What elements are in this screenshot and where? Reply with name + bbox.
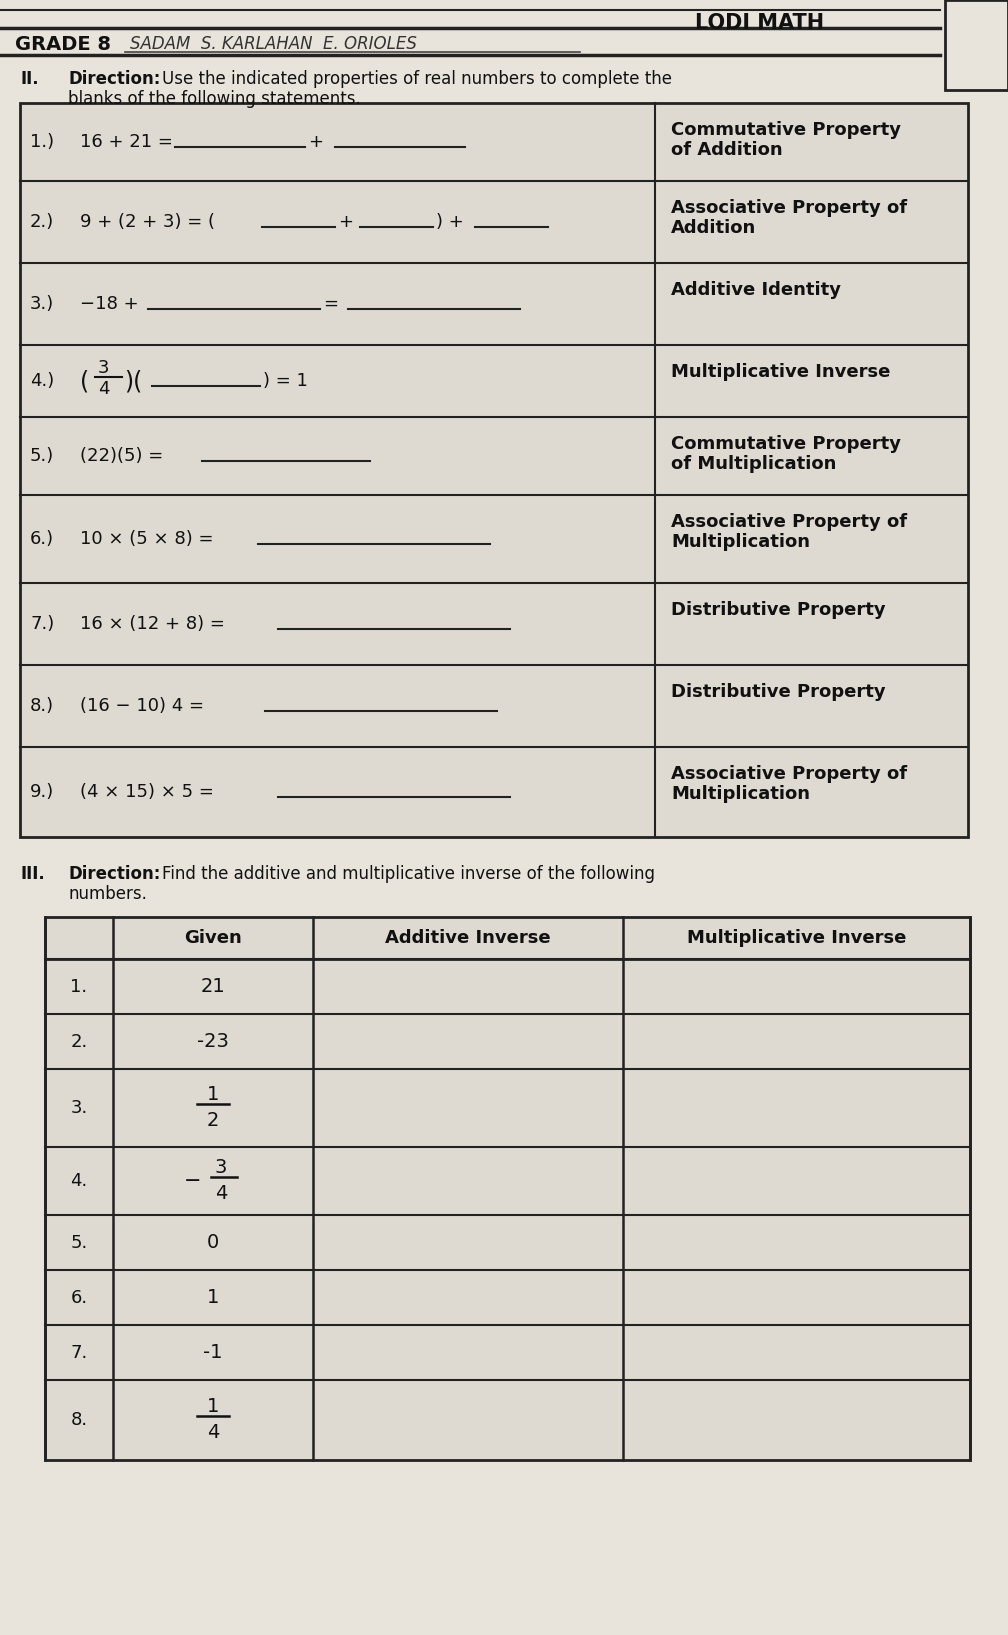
Text: (4 × 15) × 5 =: (4 × 15) × 5 =	[80, 783, 220, 801]
Text: II.: II.	[20, 70, 38, 88]
Text: Multiplicative Inverse: Multiplicative Inverse	[686, 929, 906, 947]
Text: III.: III.	[20, 865, 44, 883]
Text: SADAM  S. KARLAHAN  E. ORIOLES: SADAM S. KARLAHAN E. ORIOLES	[130, 34, 417, 52]
Text: numbers.: numbers.	[68, 885, 147, 903]
Text: 2: 2	[207, 1110, 219, 1130]
Text: 4: 4	[98, 379, 110, 397]
Text: 3: 3	[215, 1158, 227, 1177]
Bar	[946, 0, 1008, 90]
Text: 7.: 7.	[71, 1344, 88, 1362]
Text: 8.): 8.)	[30, 697, 54, 714]
Text: Associative Property of: Associative Property of	[671, 513, 907, 531]
Text: 5.: 5.	[71, 1233, 88, 1251]
Text: )(: )(	[124, 370, 142, 392]
Text: 10 × (5 × 8) =: 10 × (5 × 8) =	[80, 530, 220, 548]
Text: Addition: Addition	[671, 219, 756, 237]
Text: 8.: 8.	[71, 1411, 88, 1429]
Text: 2.: 2.	[71, 1032, 88, 1051]
Text: 9.): 9.)	[30, 783, 54, 801]
Text: 5.): 5.)	[30, 446, 54, 464]
Text: 6.): 6.)	[30, 530, 54, 548]
Text: 1: 1	[207, 1084, 219, 1104]
Text: 7.): 7.)	[30, 615, 54, 633]
Text: Associative Property of: Associative Property of	[671, 765, 907, 783]
Text: 3.): 3.)	[30, 294, 54, 312]
Text: Associative Property of: Associative Property of	[671, 199, 907, 217]
Text: 16 + 21 =: 16 + 21 =	[80, 132, 178, 150]
Text: 21: 21	[201, 978, 226, 996]
Text: -23: -23	[197, 1032, 229, 1051]
Text: Distributive Property: Distributive Property	[671, 602, 886, 620]
Text: (22)(5) =: (22)(5) =	[80, 446, 169, 464]
Text: Find the additive and multiplicative inverse of the following: Find the additive and multiplicative inv…	[162, 865, 655, 883]
Text: 3: 3	[98, 360, 110, 378]
Text: ) = 1: ) = 1	[263, 373, 307, 391]
Text: GRADE 8: GRADE 8	[15, 34, 111, 54]
Text: ) +: ) +	[436, 213, 464, 231]
Text: 0: 0	[207, 1233, 219, 1252]
Bar	[45, 917, 970, 1460]
Text: (16 − 10) 4 =: (16 − 10) 4 =	[80, 697, 210, 714]
Text: +: +	[308, 132, 323, 150]
Text: 4.: 4.	[71, 1172, 88, 1190]
Text: Use the indicated properties of real numbers to complete the: Use the indicated properties of real num…	[162, 70, 672, 88]
Text: (: (	[80, 370, 89, 392]
Text: 1.: 1.	[71, 978, 88, 996]
Text: Additive Inverse: Additive Inverse	[385, 929, 550, 947]
Text: 16 × (12 + 8) =: 16 × (12 + 8) =	[80, 615, 231, 633]
Text: of Multiplication: of Multiplication	[671, 455, 837, 473]
Text: Multiplication: Multiplication	[671, 533, 810, 551]
Text: 4: 4	[215, 1184, 227, 1202]
Text: 4.): 4.)	[30, 373, 54, 391]
Text: 6.: 6.	[71, 1288, 88, 1306]
Text: 1: 1	[207, 1288, 219, 1306]
Text: LODI MATH: LODI MATH	[696, 13, 825, 33]
Text: 4: 4	[207, 1422, 219, 1442]
Text: Distributive Property: Distributive Property	[671, 683, 886, 701]
Text: Commutative Property: Commutative Property	[671, 121, 901, 139]
Text: 1: 1	[207, 1396, 219, 1416]
Text: 3.: 3.	[71, 1099, 88, 1117]
Text: of Addition: of Addition	[671, 141, 782, 159]
Text: -1: -1	[204, 1342, 223, 1362]
Text: =: =	[323, 294, 338, 312]
Bar	[20, 103, 968, 837]
Text: 1.): 1.)	[30, 132, 54, 150]
Text: Commutative Property: Commutative Property	[671, 435, 901, 453]
Text: −18 +: −18 +	[80, 294, 144, 312]
Text: 9 + (2 + 3) = (: 9 + (2 + 3) = (	[80, 213, 215, 231]
Text: Direction:: Direction:	[68, 865, 160, 883]
Text: blanks of the following statements.: blanks of the following statements.	[68, 90, 361, 108]
Text: −: −	[184, 1171, 202, 1190]
Text: Given: Given	[184, 929, 242, 947]
Text: Multiplication: Multiplication	[671, 785, 810, 803]
Text: Direction:: Direction:	[68, 70, 160, 88]
Text: +: +	[338, 213, 353, 231]
Text: Additive Identity: Additive Identity	[671, 281, 841, 299]
Text: Multiplicative Inverse: Multiplicative Inverse	[671, 363, 890, 381]
Text: 2.): 2.)	[30, 213, 54, 231]
